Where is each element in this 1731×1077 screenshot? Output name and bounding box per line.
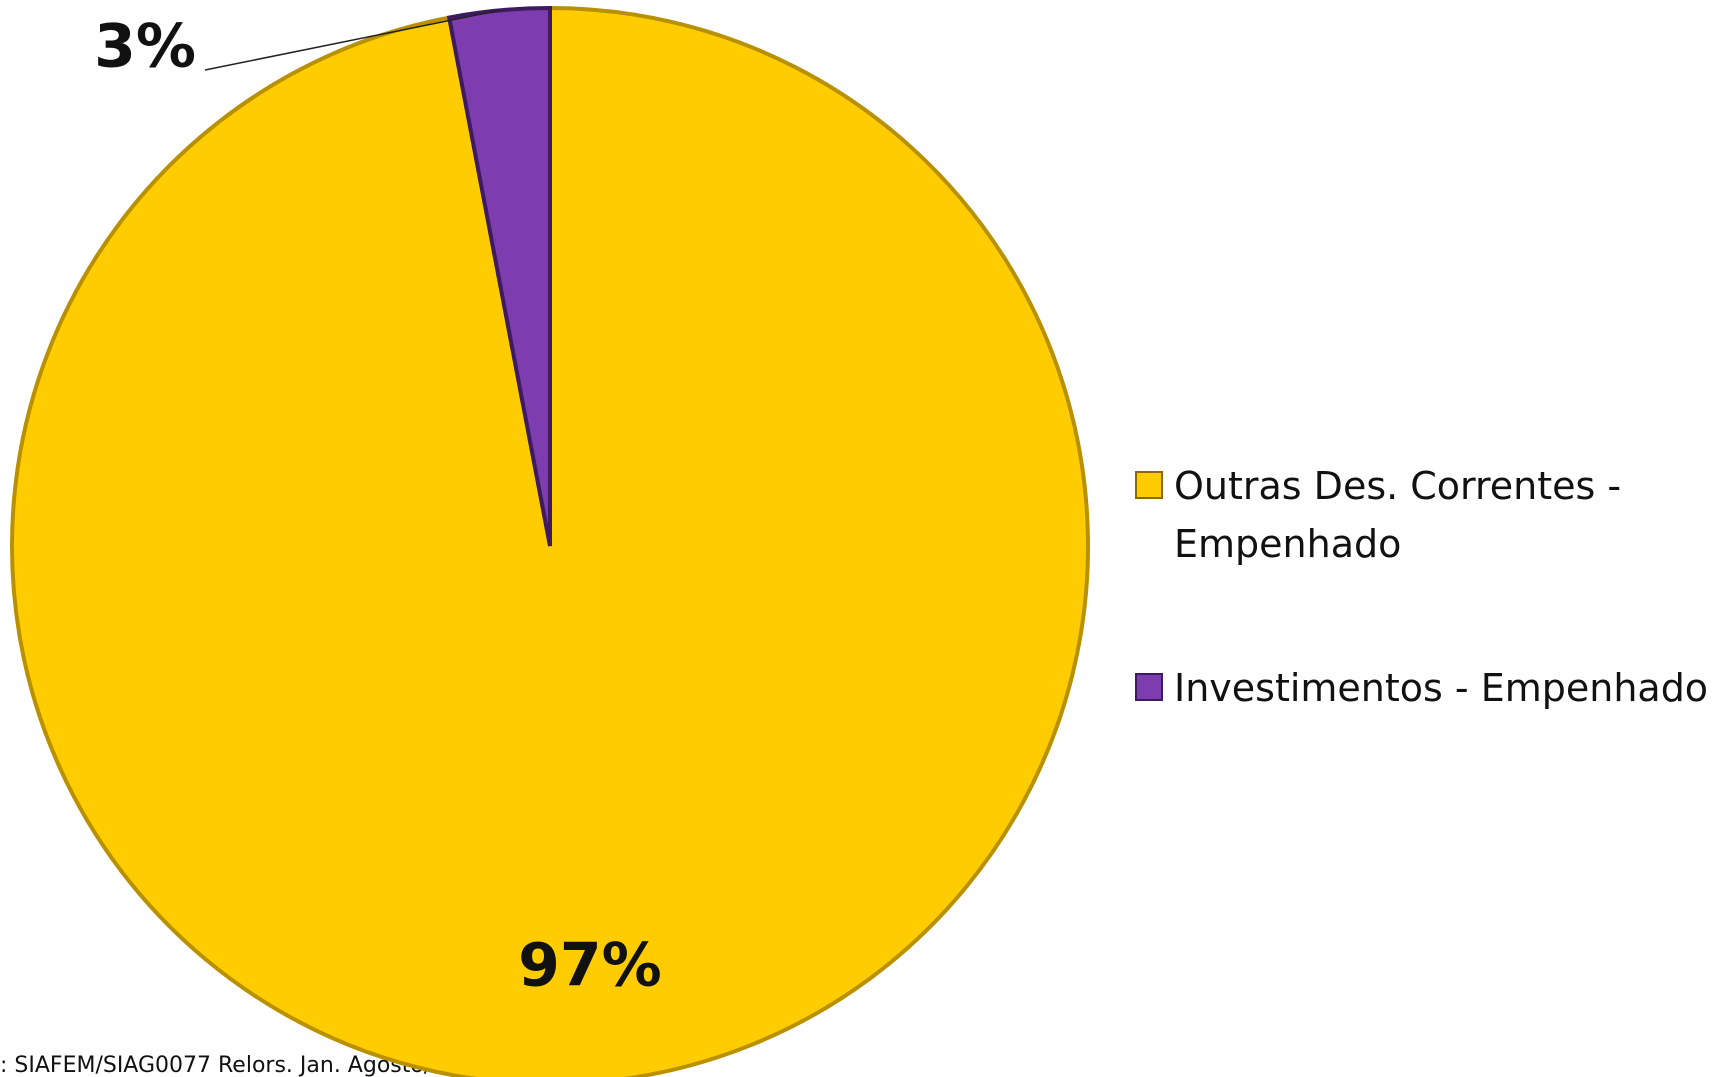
legend-swatch <box>1135 673 1163 701</box>
legend-label: Outras Des. Correntes - Empenhado <box>1174 464 1622 566</box>
legend-swatch <box>1135 471 1163 499</box>
pie-slice <box>446 5 552 547</box>
data-label: 97% <box>518 931 662 1001</box>
source-note: : SIAFEM/SIAG0077 Relors. Jan. Agosto/ <box>0 1053 432 1077</box>
leader-line <box>204 9 500 71</box>
legend-label: Investimentos - Empenhado <box>1174 666 1709 710</box>
data-label: 3% <box>94 12 196 82</box>
